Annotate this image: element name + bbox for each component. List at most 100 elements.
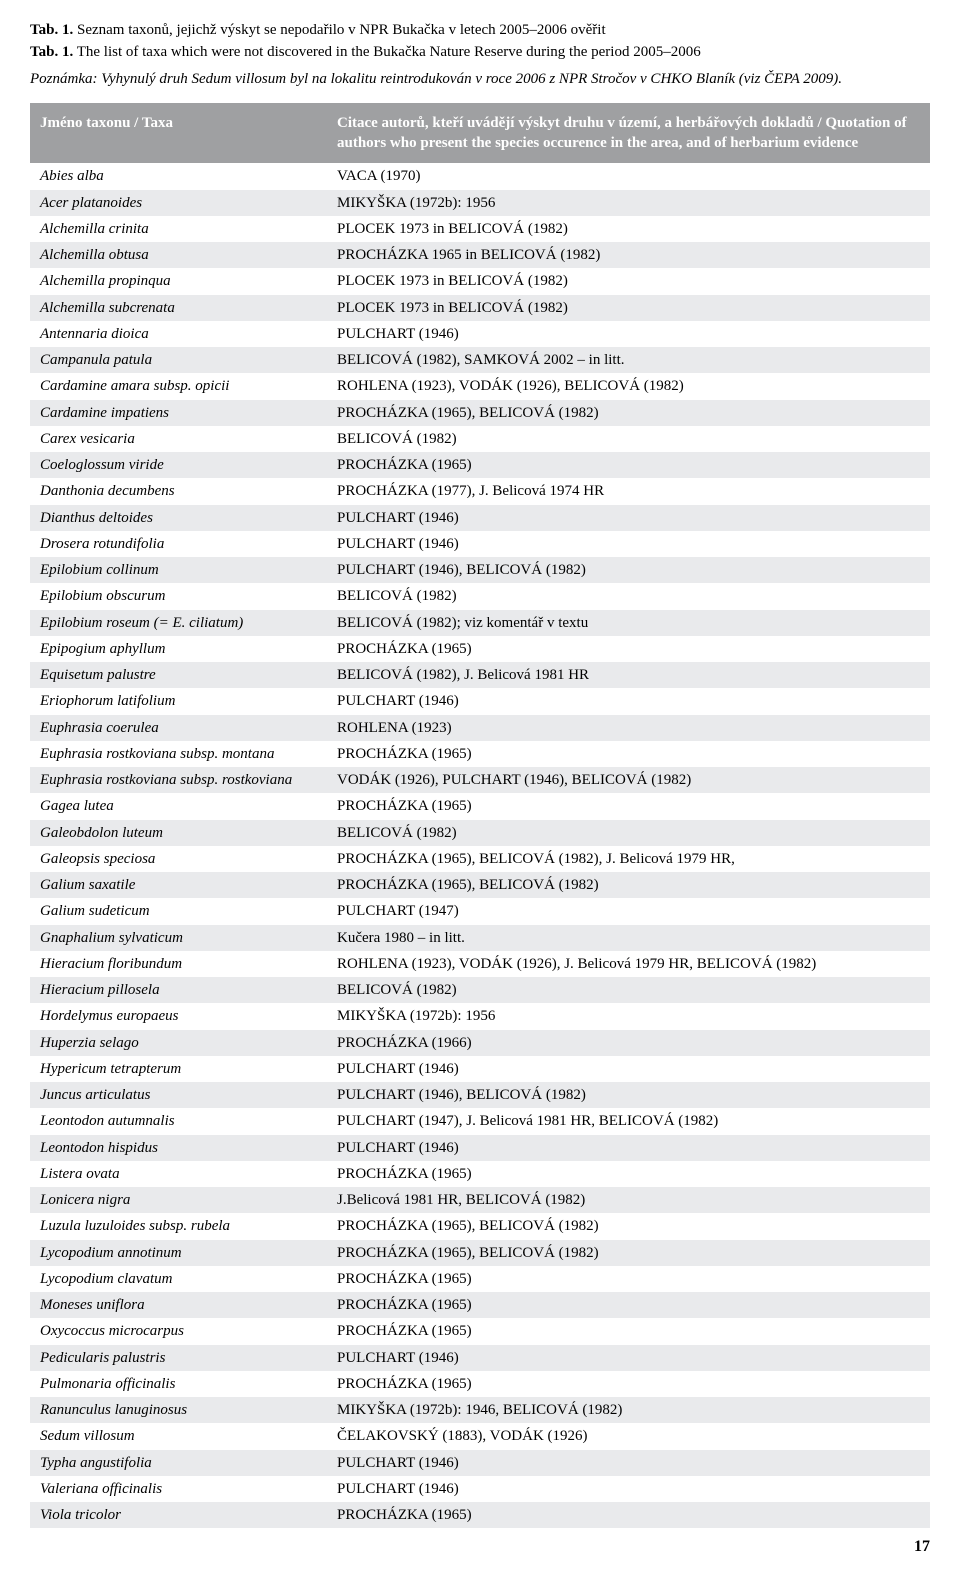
- cell-taxon: Valeriana officinalis: [30, 1476, 327, 1502]
- cell-taxon: Danthonia decumbens: [30, 478, 327, 504]
- table-row: Coeloglossum viridePROCHÁZKA (1965): [30, 452, 930, 478]
- cell-citation: PULCHART (1946): [327, 531, 930, 557]
- cell-taxon: Epipogium aphyllum: [30, 636, 327, 662]
- cell-citation: PROCHÁZKA (1965): [327, 741, 930, 767]
- cell-taxon: Galeobdolon luteum: [30, 820, 327, 846]
- cell-taxon: Pulmonaria officinalis: [30, 1371, 327, 1397]
- cell-taxon: Eriophorum latifolium: [30, 688, 327, 714]
- cell-citation: PULCHART (1946), BELICOVÁ (1982): [327, 557, 930, 583]
- table-row: Alchemilla propinquaPLOCEK 1973 in BELIC…: [30, 268, 930, 294]
- cell-taxon: Huperzia selago: [30, 1030, 327, 1056]
- taxa-table: Jméno taxonu / Taxa Citace autorů, kteří…: [30, 103, 930, 1529]
- table-row: Galium saxatilePROCHÁZKA (1965), BELICOV…: [30, 872, 930, 898]
- cell-citation: PROCHÁZKA (1966): [327, 1030, 930, 1056]
- table-header-row: Jméno taxonu / Taxa Citace autorů, kteří…: [30, 103, 930, 164]
- cell-citation: PULCHART (1946): [327, 1135, 930, 1161]
- cell-taxon: Drosera rotundifolia: [30, 531, 327, 557]
- page-number: 17: [30, 1538, 930, 1556]
- cell-citation: J.Belicová 1981 HR, BELICOVÁ (1982): [327, 1187, 930, 1213]
- table-row: Equisetum palustreBELICOVÁ (1982), J. Be…: [30, 662, 930, 688]
- cell-citation: BELICOVÁ (1982), J. Belicová 1981 HR: [327, 662, 930, 688]
- table-row: Campanula patulaBELICOVÁ (1982), SAMKOVÁ…: [30, 347, 930, 373]
- cell-taxon: Lycopodium annotinum: [30, 1240, 327, 1266]
- cell-citation: PULCHART (1946): [327, 688, 930, 714]
- cell-taxon: Euphrasia rostkoviana subsp. montana: [30, 741, 327, 767]
- table-row: Lycopodium annotinumPROCHÁZKA (1965), BE…: [30, 1240, 930, 1266]
- cell-taxon: Epilobium collinum: [30, 557, 327, 583]
- cell-taxon: Alchemilla propinqua: [30, 268, 327, 294]
- caption-text-en: The list of taxa which were not discover…: [77, 44, 701, 60]
- cell-taxon: Epilobium roseum (= E. ciliatum): [30, 610, 327, 636]
- table-row: Danthonia decumbensPROCHÁZKA (1977), J. …: [30, 478, 930, 504]
- cell-citation: PULCHART (1946): [327, 1476, 930, 1502]
- cell-citation: Kučera 1980 – in litt.: [327, 925, 930, 951]
- cell-taxon: Galium saxatile: [30, 872, 327, 898]
- cell-taxon: Galium sudeticum: [30, 898, 327, 924]
- table-row: Viola tricolorPROCHÁZKA (1965): [30, 1502, 930, 1528]
- cell-citation: BELICOVÁ (1982): [327, 820, 930, 846]
- cell-citation: PROCHÁZKA (1965): [327, 452, 930, 478]
- cell-taxon: Hieracium pillosela: [30, 977, 327, 1003]
- cell-citation: PROCHÁZKA 1965 in BELICOVÁ (1982): [327, 242, 930, 268]
- cell-citation: PROCHÁZKA (1965): [327, 1292, 930, 1318]
- table-row: Ranunculus lanuginosusMIKYŠKA (1972b): 1…: [30, 1397, 930, 1423]
- cell-citation: PLOCEK 1973 in BELICOVÁ (1982): [327, 216, 930, 242]
- table-row: Lycopodium clavatumPROCHÁZKA (1965): [30, 1266, 930, 1292]
- table-row: Hieracium floribundumROHLENA (1923), VOD…: [30, 951, 930, 977]
- cell-citation: PULCHART (1946): [327, 505, 930, 531]
- cell-citation: PROCHÁZKA (1965): [327, 1371, 930, 1397]
- cell-citation: PROCHÁZKA (1965), BELICOVÁ (1982): [327, 400, 930, 426]
- table-row: Luzula luzuloides subsp. rubelaPROCHÁZKA…: [30, 1213, 930, 1239]
- cell-citation: PLOCEK 1973 in BELICOVÁ (1982): [327, 268, 930, 294]
- table-row: Alchemilla subcrenataPLOCEK 1973 in BELI…: [30, 295, 930, 321]
- table-row: Drosera rotundifoliaPULCHART (1946): [30, 531, 930, 557]
- cell-citation: PULCHART (1946): [327, 321, 930, 347]
- cell-citation: PULCHART (1947), J. Belicová 1981 HR, BE…: [327, 1108, 930, 1134]
- cell-citation: BELICOVÁ (1982): [327, 583, 930, 609]
- cell-taxon: Lycopodium clavatum: [30, 1266, 327, 1292]
- col-header-citation: Citace autorů, kteří uvádějí výskyt druh…: [327, 103, 930, 164]
- table-row: Lonicera nigraJ.Belicová 1981 HR, BELICO…: [30, 1187, 930, 1213]
- cell-taxon: Juncus articulatus: [30, 1082, 327, 1108]
- table-row: Leontodon hispidusPULCHART (1946): [30, 1135, 930, 1161]
- cell-taxon: Alchemilla obtusa: [30, 242, 327, 268]
- cell-taxon: Coeloglossum viride: [30, 452, 327, 478]
- cell-taxon: Gagea lutea: [30, 793, 327, 819]
- cell-citation: PROCHÁZKA (1977), J. Belicová 1974 HR: [327, 478, 930, 504]
- cell-taxon: Viola tricolor: [30, 1502, 327, 1528]
- cell-citation: ROHLENA (1923): [327, 715, 930, 741]
- table-row: Juncus articulatusPULCHART (1946), BELIC…: [30, 1082, 930, 1108]
- cell-taxon: Euphrasia rostkoviana subsp. rostkoviana: [30, 767, 327, 793]
- table-row: Galium sudeticumPULCHART (1947): [30, 898, 930, 924]
- table-row: Cardamine amara subsp. opiciiROHLENA (19…: [30, 373, 930, 399]
- table-row: Pedicularis palustrisPULCHART (1946): [30, 1345, 930, 1371]
- table-row: Acer platanoidesMIKYŠKA (1972b): 1956: [30, 190, 930, 216]
- table-row: Epilobium collinumPULCHART (1946), BELIC…: [30, 557, 930, 583]
- cell-citation: PROCHÁZKA (1965): [327, 1502, 930, 1528]
- cell-taxon: Galeopsis speciosa: [30, 846, 327, 872]
- cell-taxon: Euphrasia coerulea: [30, 715, 327, 741]
- cell-citation: BELICOVÁ (1982), SAMKOVÁ 2002 – in litt.: [327, 347, 930, 373]
- cell-taxon: Pedicularis palustris: [30, 1345, 327, 1371]
- cell-taxon: Alchemilla crinita: [30, 216, 327, 242]
- table-row: Abies albaVACA (1970): [30, 163, 930, 189]
- table-row: Gnaphalium sylvaticumKučera 1980 – in li…: [30, 925, 930, 951]
- caption-label-cs: Tab. 1.: [30, 22, 73, 38]
- table-row: Euphrasia rostkoviana subsp. rostkoviana…: [30, 767, 930, 793]
- cell-citation: PROCHÁZKA (1965), BELICOVÁ (1982): [327, 1213, 930, 1239]
- table-row: Cardamine impatiensPROCHÁZKA (1965), BEL…: [30, 400, 930, 426]
- cell-citation: PROCHÁZKA (1965), BELICOVÁ (1982), J. Be…: [327, 846, 930, 872]
- cell-taxon: Typha angustifolia: [30, 1450, 327, 1476]
- cell-citation: BELICOVÁ (1982): [327, 977, 930, 1003]
- cell-citation: ROHLENA (1923), VODÁK (1926), J. Belicov…: [327, 951, 930, 977]
- cell-taxon: Acer platanoides: [30, 190, 327, 216]
- cell-taxon: Epilobium obscurum: [30, 583, 327, 609]
- caption-label-en: Tab. 1.: [30, 44, 73, 60]
- cell-taxon: Cardamine amara subsp. opicii: [30, 373, 327, 399]
- cell-taxon: Equisetum palustre: [30, 662, 327, 688]
- table-row: Hypericum tetrapterumPULCHART (1946): [30, 1056, 930, 1082]
- table-caption-en: Tab. 1. The list of taxa which were not …: [30, 42, 930, 62]
- table-row: Euphrasia rostkoviana subsp. montanaPROC…: [30, 741, 930, 767]
- cell-citation: BELICOVÁ (1982): [327, 426, 930, 452]
- cell-citation: PULCHART (1946): [327, 1056, 930, 1082]
